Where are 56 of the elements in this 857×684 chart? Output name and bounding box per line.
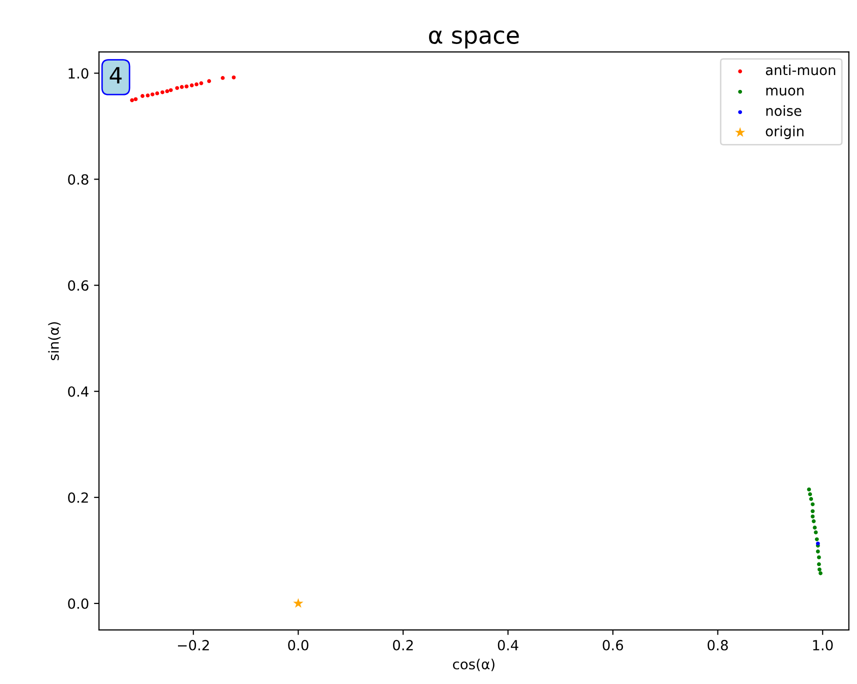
point <box>817 555 821 560</box>
point <box>160 90 164 94</box>
point <box>155 91 160 96</box>
point <box>808 492 812 496</box>
point <box>809 497 814 501</box>
y-tick-label: 0.8 <box>68 174 88 185</box>
point <box>165 89 170 94</box>
point <box>220 76 225 80</box>
point <box>814 530 818 534</box>
point <box>818 571 823 576</box>
point <box>207 79 212 84</box>
point <box>810 509 815 514</box>
point <box>814 537 819 542</box>
chart-title: α space <box>429 30 519 49</box>
point <box>810 502 815 506</box>
point <box>816 542 820 546</box>
point <box>817 562 821 566</box>
y-tick-label: 0.0 <box>68 598 88 609</box>
y-tick-label: 1.0 <box>68 68 88 79</box>
x-tick-label: −0.2 <box>178 640 209 650</box>
legend-label: anti-muon <box>766 64 836 76</box>
x-tick-label: 0.8 <box>708 640 728 650</box>
point <box>146 94 150 98</box>
x-tick-label: 0.6 <box>602 640 624 650</box>
x-tick-label: 0.4 <box>498 640 518 650</box>
legend-label: origin <box>766 126 804 140</box>
point <box>175 86 180 90</box>
point <box>816 550 820 554</box>
point <box>140 94 144 98</box>
point <box>134 97 138 102</box>
point <box>812 519 816 524</box>
point <box>184 84 189 88</box>
point <box>818 568 822 572</box>
point <box>810 514 815 518</box>
x-tick-label: 0.2 <box>393 640 413 650</box>
y-tick-label: 0.2 <box>68 492 88 503</box>
point <box>168 88 173 92</box>
point <box>180 85 184 89</box>
y-tick-label: 0.6 <box>68 280 88 291</box>
point <box>293 598 304 608</box>
legend-label: noise <box>766 105 802 116</box>
point <box>150 92 154 96</box>
point <box>199 81 204 86</box>
y-tick-label: 0.4 <box>68 386 88 397</box>
y-axis-title: sin(α) <box>48 322 61 360</box>
x-tick-label: 1.0 <box>813 640 833 650</box>
x-tick-label: 0.0 <box>288 640 308 650</box>
point <box>130 98 134 102</box>
point <box>812 526 817 530</box>
point <box>232 75 236 80</box>
point <box>190 83 194 88</box>
point <box>194 82 198 86</box>
x-axis-title: cos(α) <box>453 658 494 672</box>
legend-label: muon <box>766 88 804 96</box>
point <box>807 487 811 492</box>
annotation: 4 <box>110 67 122 84</box>
